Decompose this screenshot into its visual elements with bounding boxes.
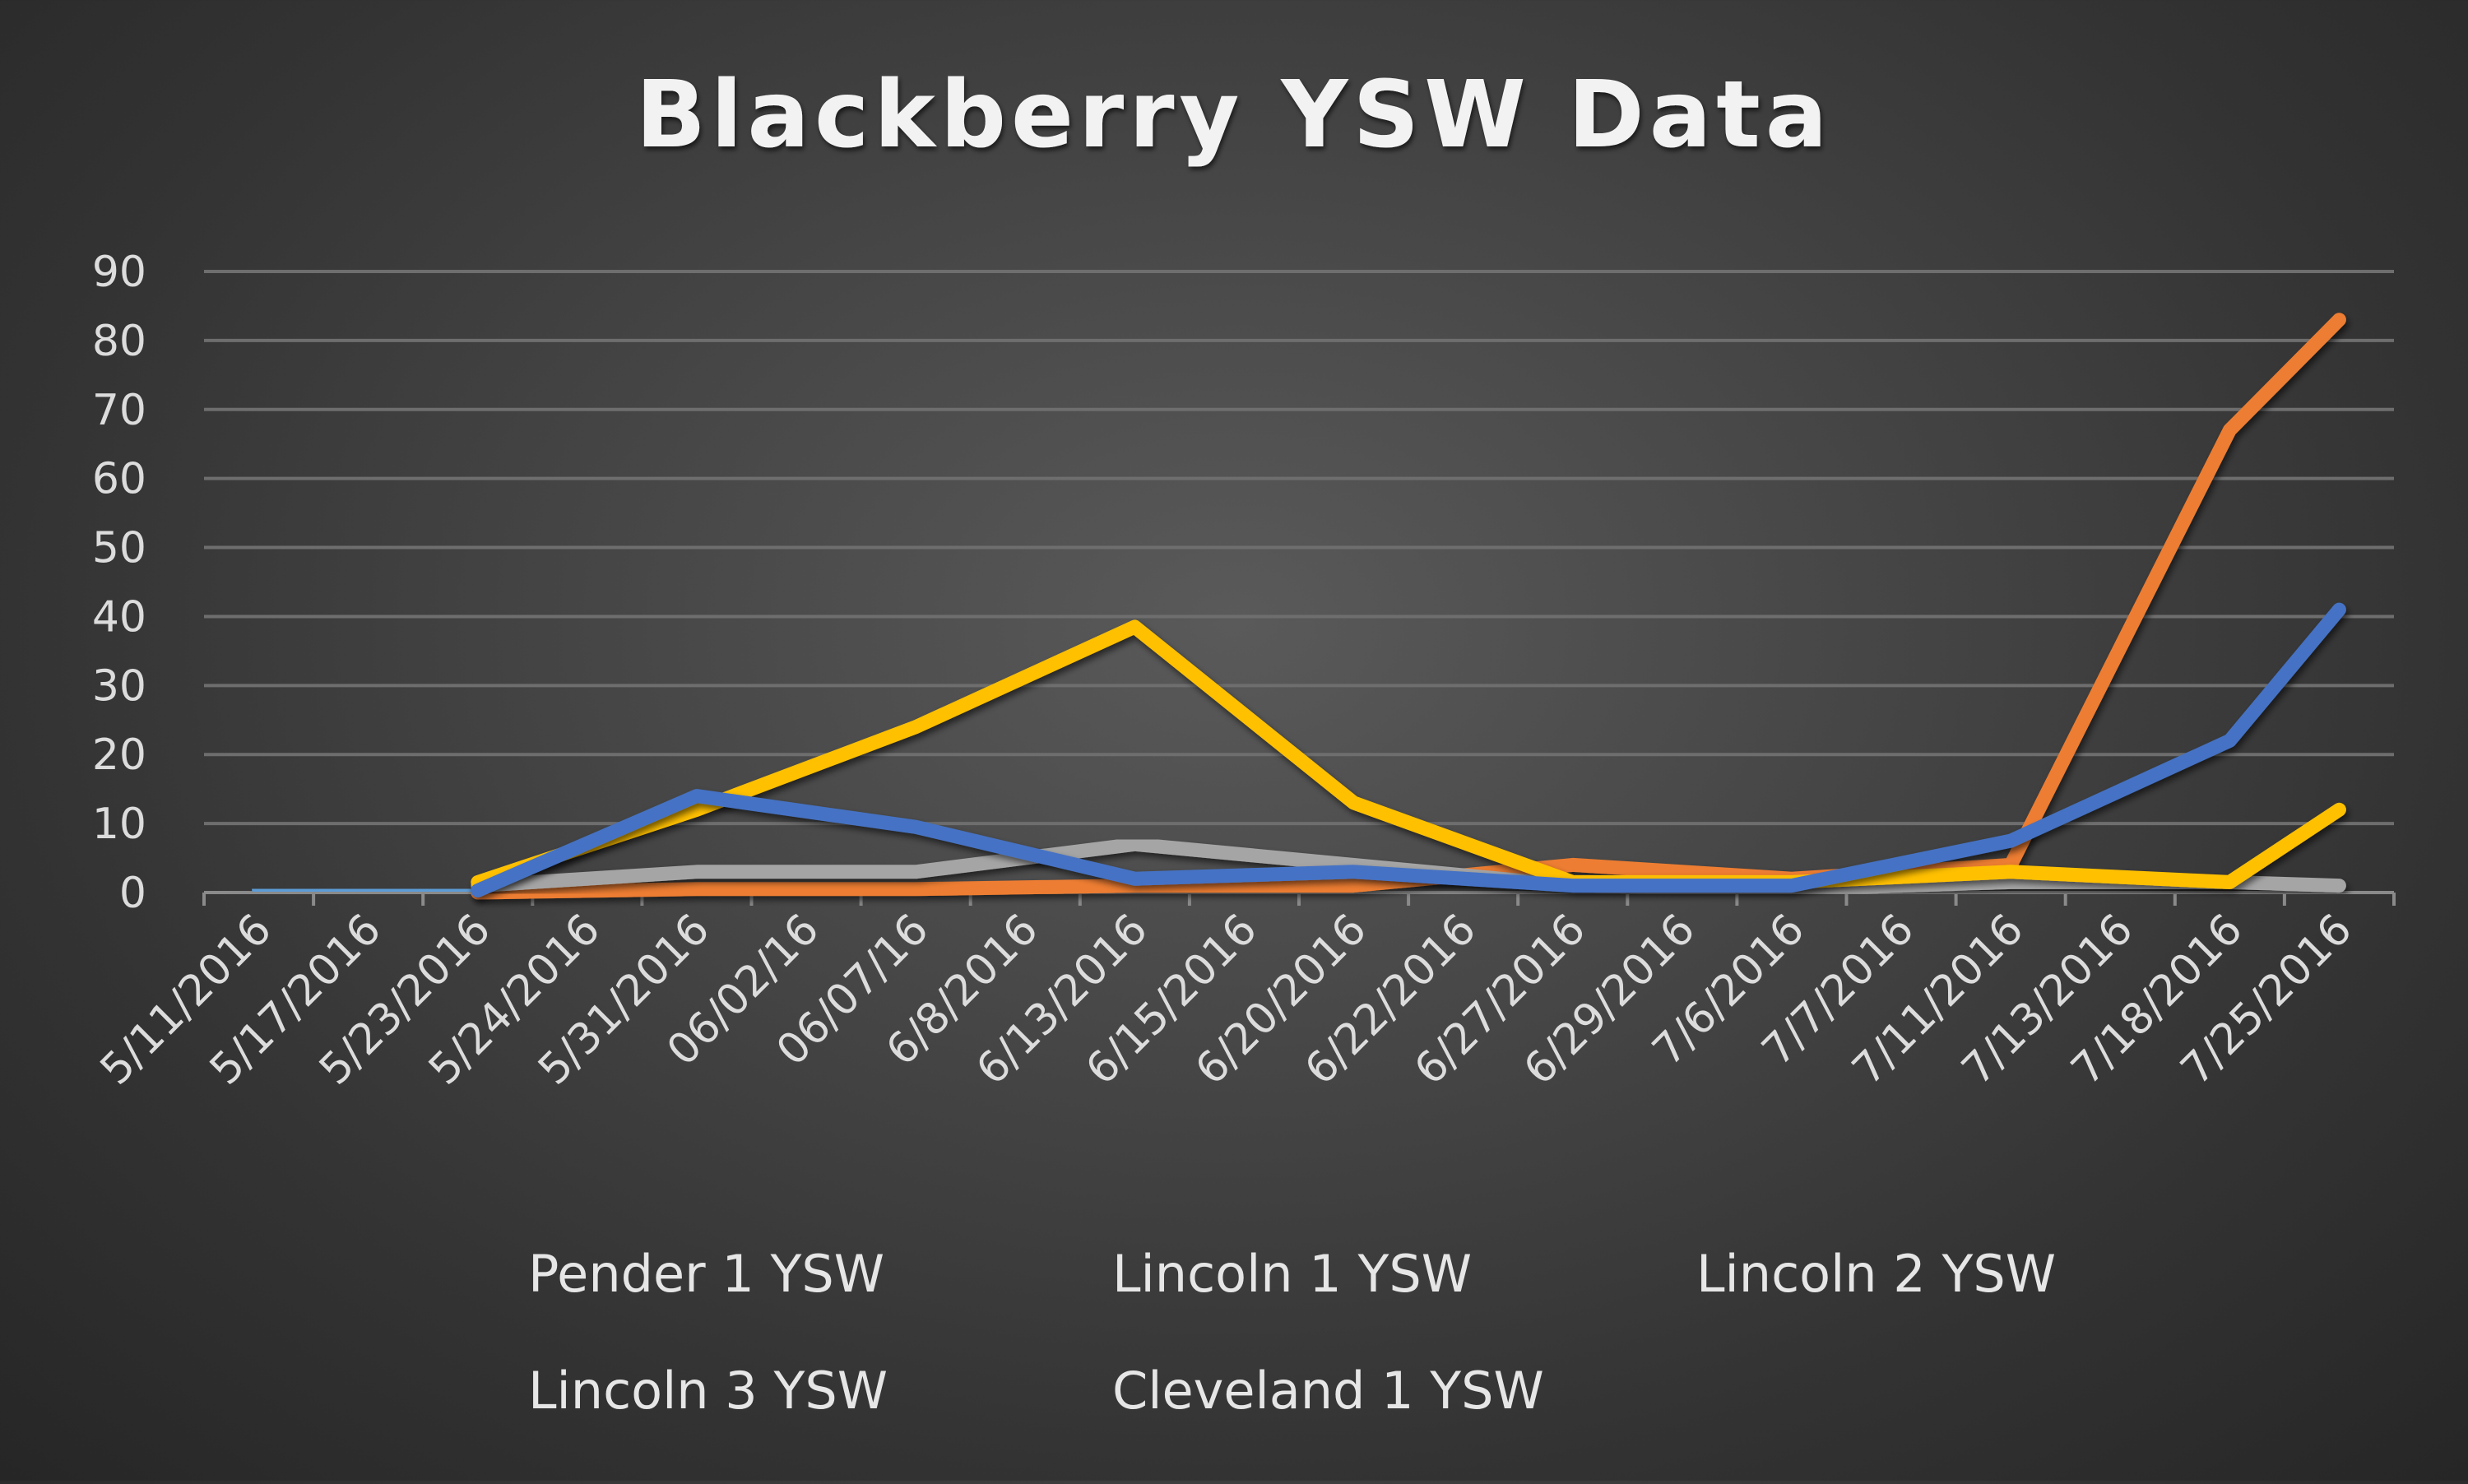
data-point <box>696 888 698 890</box>
data-point <box>1134 626 1135 628</box>
data-point <box>2229 429 2230 431</box>
data-point <box>1791 885 1793 887</box>
data-point <box>915 871 916 873</box>
y-tick-label: 50 <box>92 524 146 573</box>
data-point <box>2338 319 2340 321</box>
legend-item: Pender 1 YSW <box>371 1244 884 1304</box>
legend-item: Lincoln 2 YSW <box>1539 1244 2056 1304</box>
data-point <box>2010 881 2011 883</box>
data-point <box>2338 809 2340 810</box>
data-point <box>2229 881 2230 883</box>
chart-title: Blackberry YSW Data <box>636 62 1833 169</box>
data-point <box>915 888 916 890</box>
legend-label: Pender 1 YSW <box>528 1244 884 1304</box>
legend: Pender 1 YSW Lincoln 1 YSW Lincoln 2 YSW Li… <box>371 1244 2056 1421</box>
series-line-1 <box>252 882 485 898</box>
data-point <box>2229 740 2230 741</box>
y-tick-label: 90 <box>92 248 146 297</box>
y-tick-label: 30 <box>92 661 146 711</box>
y-tick-label: 70 <box>92 386 146 435</box>
y-axis: 0 10 20 30 40 50 60 70 80 90 <box>92 248 146 918</box>
data-point <box>696 809 698 810</box>
data-point <box>1572 885 1574 887</box>
y-tick-label: 10 <box>92 800 146 849</box>
legend-label: Cleveland 1 YSW <box>1112 1361 1544 1421</box>
data-point <box>477 890 479 892</box>
data-point <box>915 826 916 828</box>
legend-label: Lincoln 1 YSW <box>1112 1244 1472 1304</box>
data-point <box>2010 871 2011 873</box>
data-point <box>258 888 260 890</box>
legend-item: Cleveland 1 YSW <box>955 1361 1544 1421</box>
gridlines <box>204 270 2394 826</box>
legend-item: Lincoln 3 YSW <box>371 1361 888 1421</box>
data-point <box>2010 840 2011 842</box>
data-point <box>1353 871 1355 873</box>
data-point <box>2338 885 2340 887</box>
data-point <box>915 726 916 728</box>
data-point <box>1353 802 1355 804</box>
y-tick-label: 0 <box>119 869 146 918</box>
data-point <box>1572 864 1574 865</box>
data-point <box>696 795 698 797</box>
series-lines <box>252 313 2346 900</box>
series-line-4 <box>471 619 2346 889</box>
y-tick-label: 40 <box>92 592 146 642</box>
data-point <box>368 890 369 892</box>
data-point <box>1134 843 1135 845</box>
legend-label: Lincoln 3 YSW <box>528 1361 888 1421</box>
x-axis: 5/11/20165/17/20165/23/20165/24/20165/31… <box>91 891 2396 1095</box>
data-point <box>1353 885 1355 887</box>
y-tick-label: 80 <box>92 317 146 366</box>
data-point <box>2338 609 2340 610</box>
legend-label: Lincoln 2 YSW <box>1696 1244 2056 1304</box>
series-line-5 <box>471 602 2346 897</box>
legend-item: Lincoln 1 YSW <box>955 1244 1472 1304</box>
y-tick-label: 20 <box>92 730 146 780</box>
y-tick-label: 60 <box>92 455 146 504</box>
data-point <box>696 871 698 873</box>
data-point <box>1134 878 1135 879</box>
